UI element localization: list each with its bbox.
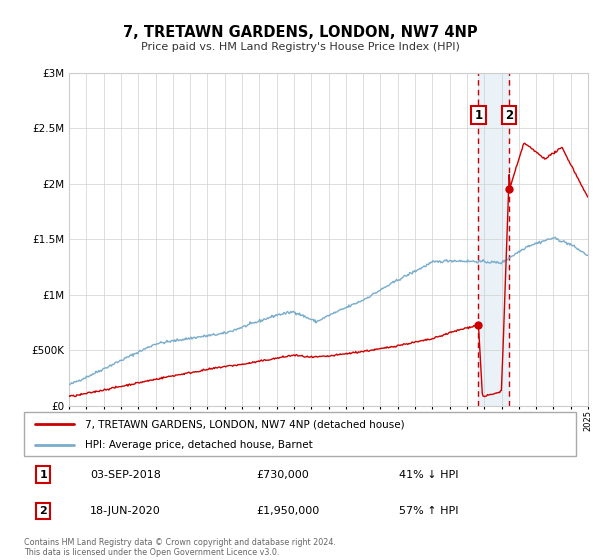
- Text: 18-JUN-2020: 18-JUN-2020: [90, 506, 161, 516]
- Text: Price paid vs. HM Land Registry's House Price Index (HPI): Price paid vs. HM Land Registry's House …: [140, 42, 460, 52]
- Text: 03-SEP-2018: 03-SEP-2018: [90, 470, 161, 479]
- Text: 7, TRETAWN GARDENS, LONDON, NW7 4NP: 7, TRETAWN GARDENS, LONDON, NW7 4NP: [122, 25, 478, 40]
- Text: Contains HM Land Registry data © Crown copyright and database right 2024.
This d: Contains HM Land Registry data © Crown c…: [24, 538, 336, 557]
- Text: 57% ↑ HPI: 57% ↑ HPI: [400, 506, 459, 516]
- Text: 2: 2: [40, 506, 47, 516]
- Text: 1: 1: [475, 109, 482, 122]
- Text: 7, TRETAWN GARDENS, LONDON, NW7 4NP (detached house): 7, TRETAWN GARDENS, LONDON, NW7 4NP (det…: [85, 419, 404, 429]
- Text: 1: 1: [40, 470, 47, 479]
- Text: £1,950,000: £1,950,000: [256, 506, 319, 516]
- Bar: [478, 73, 509, 406]
- Text: HPI: Average price, detached house, Barnet: HPI: Average price, detached house, Barn…: [85, 440, 313, 450]
- Text: 41% ↓ HPI: 41% ↓ HPI: [400, 470, 459, 479]
- Text: £730,000: £730,000: [256, 470, 308, 479]
- Text: 2: 2: [505, 109, 514, 122]
